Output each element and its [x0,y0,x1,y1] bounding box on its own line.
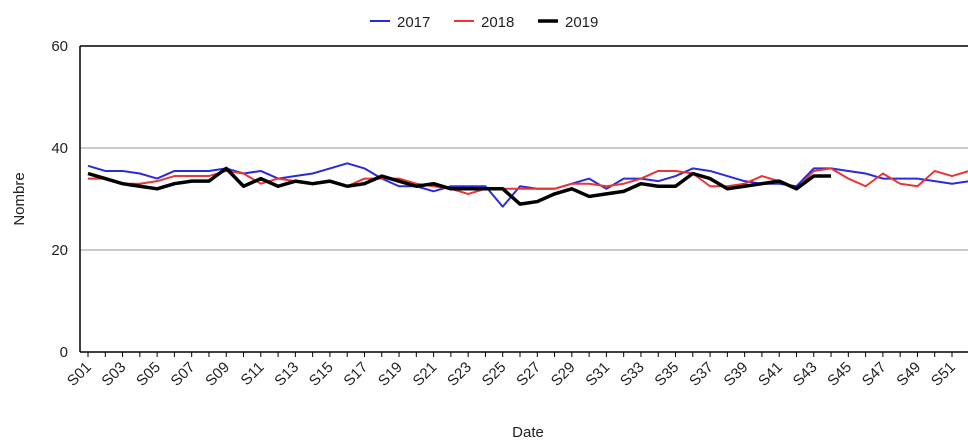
x-tick-label: S37 [686,359,717,390]
x-tick-label: S51 [928,359,959,390]
y-tick-label: 0 [60,344,68,361]
y-tick-label: 60 [51,38,68,55]
x-tick-label: S45 [824,359,855,390]
x-tick-label: S49 [893,359,924,390]
x-tick-label: S05 [133,359,164,390]
x-tick-label: S19 [375,359,406,390]
x-tick-label: S35 [651,359,682,390]
x-tick-label: S01 [64,359,95,390]
x-tick-label: S23 [444,359,475,390]
series-line [88,167,968,195]
x-tick-label: S25 [479,359,510,390]
x-tick-label: S11 [238,359,268,389]
legend-label: 2018 [481,14,514,31]
legend-label: 2019 [565,14,598,31]
x-tick-label: S15 [306,359,337,390]
x-tick-label: S07 [168,359,199,390]
x-axis-label: Date [512,424,544,441]
y-axis-label: Nombre [11,172,28,225]
x-tick-label: S43 [790,359,821,390]
x-tick-label: S13 [271,359,302,390]
x-tick-label: S41 [755,359,786,390]
x-tick-label: S27 [513,359,544,390]
series-line [87,162,968,208]
x-tick-label: S31 [582,359,613,390]
y-tick-label: 40 [51,140,68,157]
x-tick-label: S47 [859,359,890,390]
x-tick-label: S39 [721,359,752,390]
x-tick-label: S17 [340,359,371,390]
x-tick-label: S29 [548,359,579,390]
series-line [87,166,832,206]
y-tick-label: 20 [51,242,68,259]
x-tick-label: S33 [617,359,648,390]
x-tick-label: S03 [98,359,129,390]
x-tick-label: S21 [410,359,441,390]
legend-label: 2017 [397,14,430,31]
x-tick-label: S09 [202,359,233,390]
